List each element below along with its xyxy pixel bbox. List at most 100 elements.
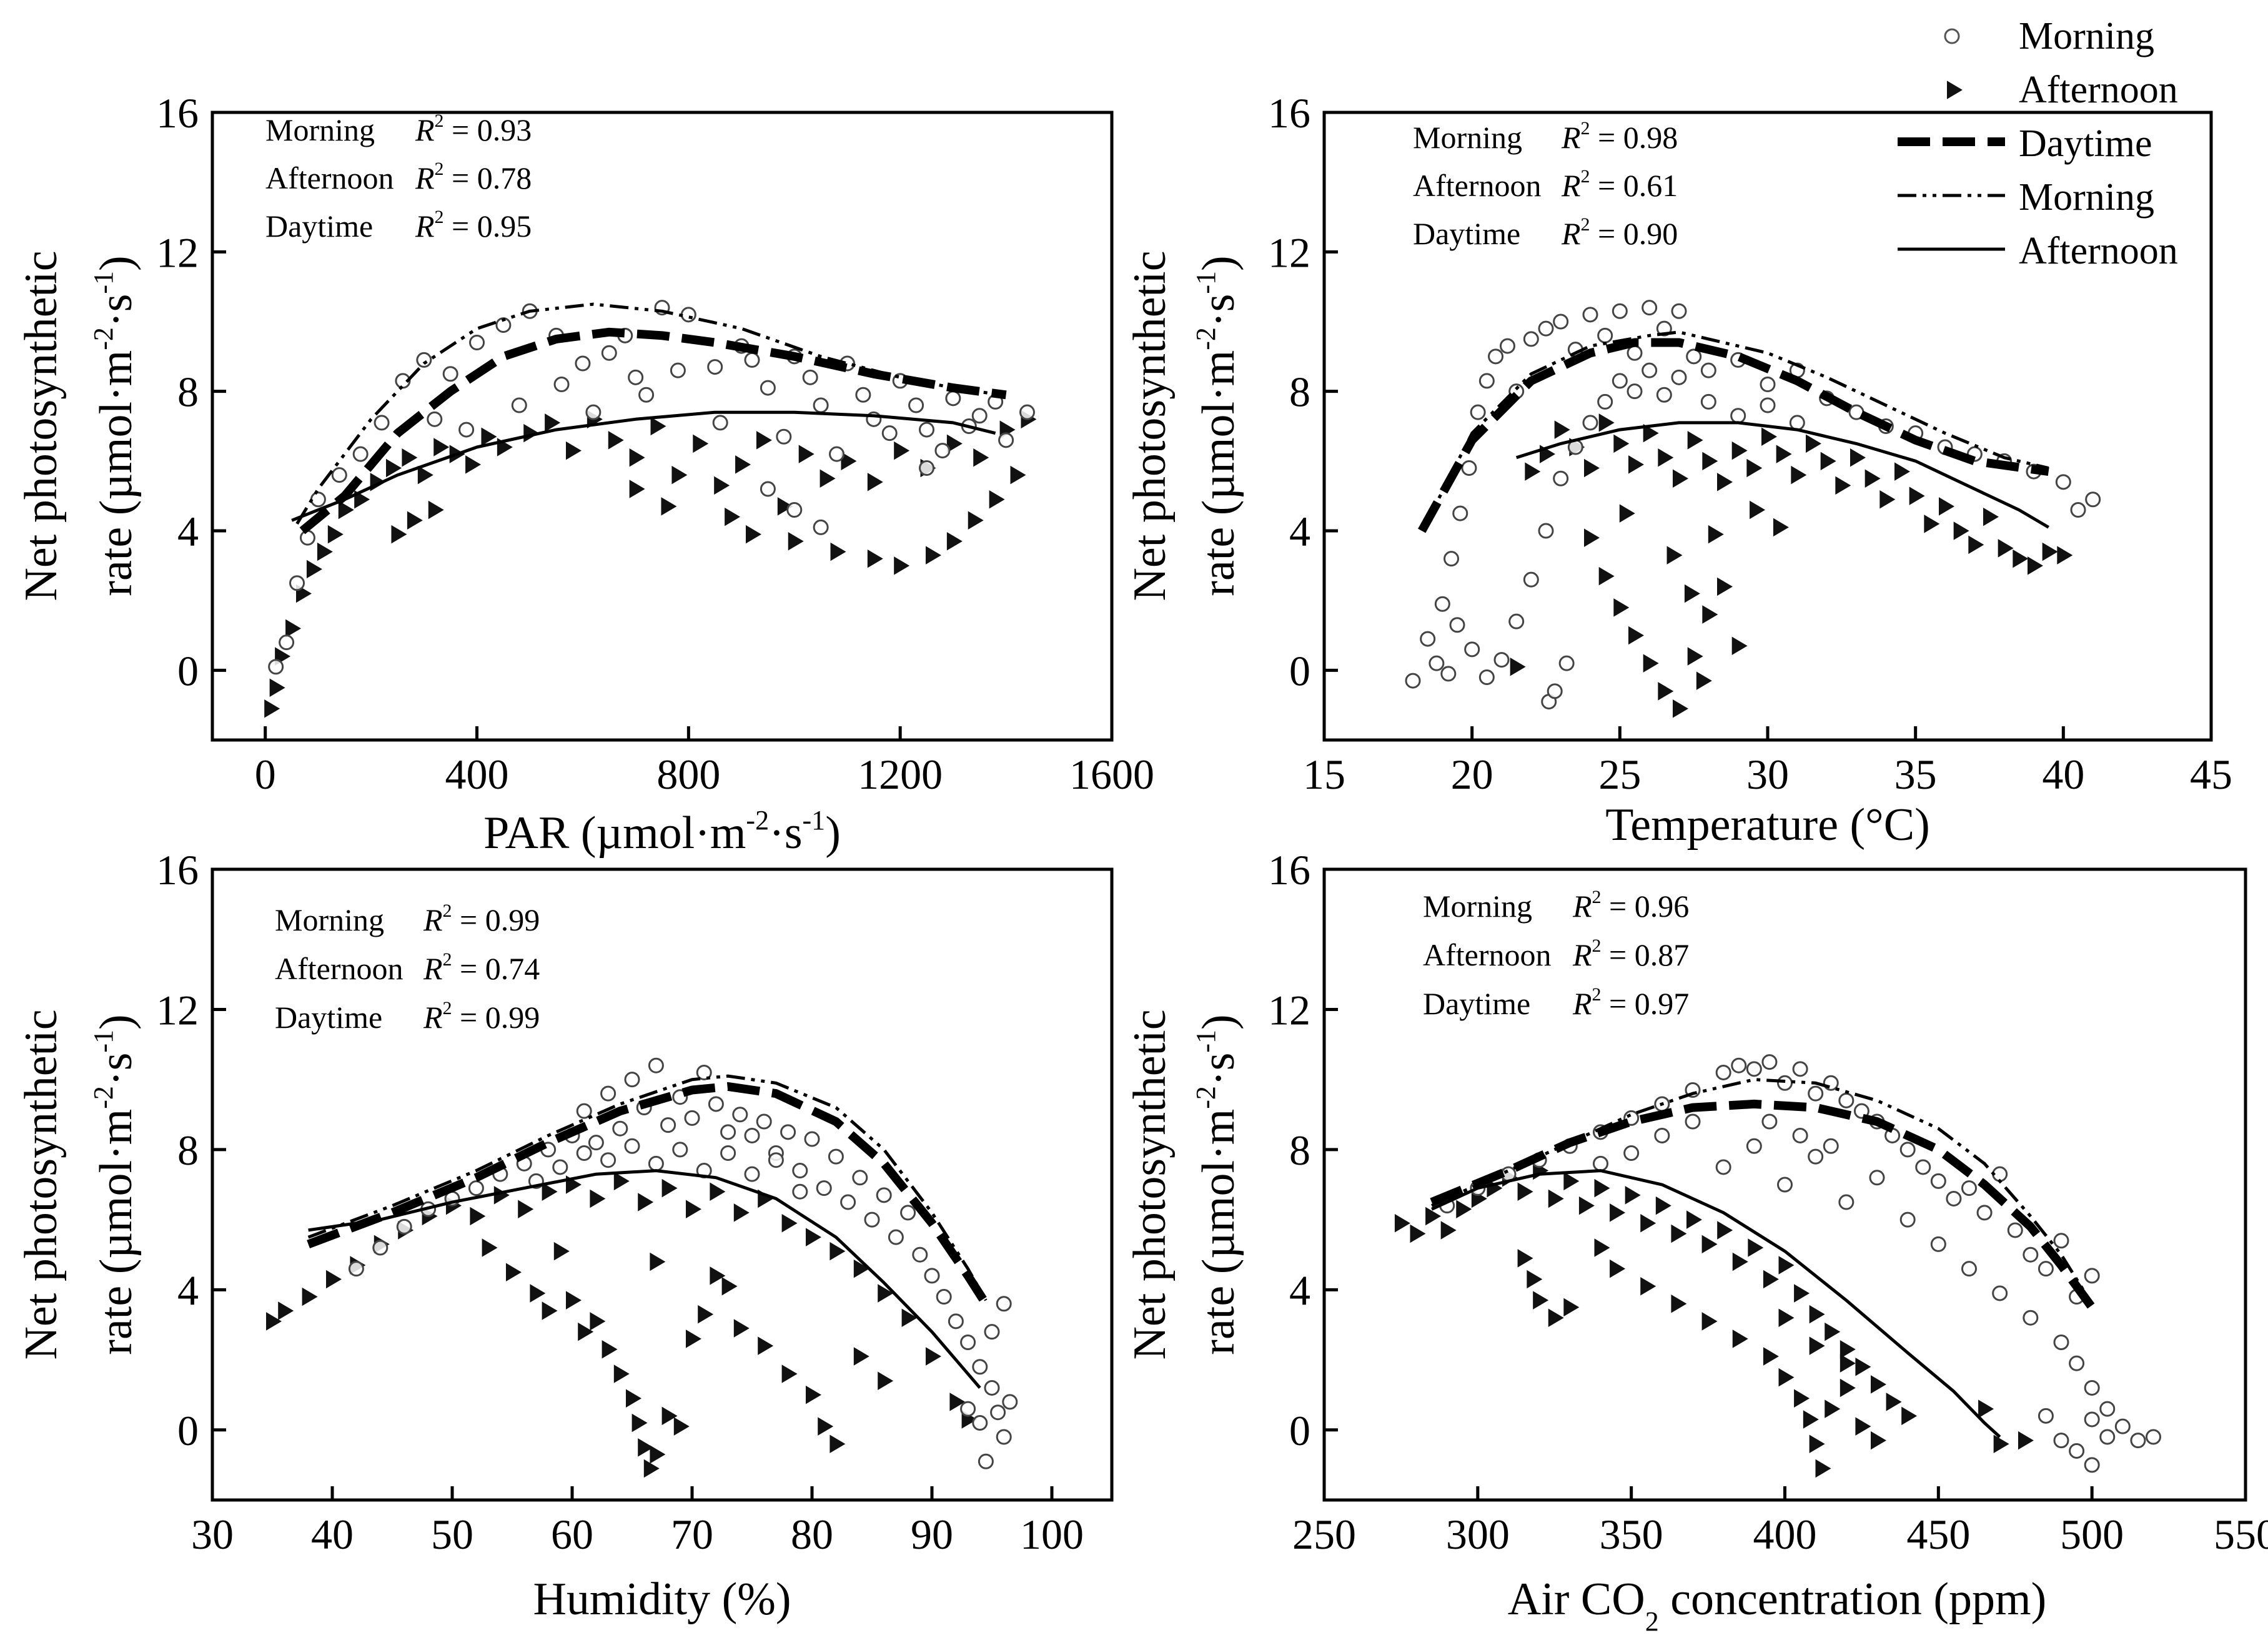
morning-point <box>612 1120 628 1137</box>
morning-point <box>1700 362 1716 378</box>
x-tick-label: 100 <box>1020 1511 1084 1558</box>
morning-point <box>672 1142 688 1158</box>
morning-point <box>331 467 347 483</box>
afternoon-point <box>1671 1295 1687 1313</box>
afternoon-point <box>1640 1213 1656 1233</box>
morning-point <box>1582 307 1598 323</box>
afternoon-point <box>1825 1322 1841 1341</box>
x-tick-label: 250 <box>1292 1511 1356 1558</box>
morning-point <box>1478 373 1495 389</box>
morning-point <box>2099 1429 2116 1445</box>
afternoon-point <box>1803 1410 1819 1429</box>
y-tick-label: 8 <box>177 1127 199 1174</box>
afternoon-point <box>1702 451 1718 471</box>
afternoon-point <box>1901 1406 1918 1426</box>
afternoon-point <box>1776 445 1792 463</box>
morning-point <box>660 1117 676 1133</box>
morning-point <box>600 1152 617 1168</box>
annotation-label: Daytime <box>275 1000 382 1035</box>
morning-point <box>1002 1394 1018 1410</box>
morning-point <box>588 1135 604 1151</box>
daytime-fit-curve <box>299 327 1007 535</box>
afternoon-point <box>1815 1459 1831 1478</box>
morning-point <box>1493 652 1510 668</box>
afternoon-point <box>1643 654 1659 673</box>
morning-point <box>576 1145 592 1161</box>
morning-point <box>813 519 829 535</box>
afternoon-point <box>602 1340 618 1359</box>
afternoon-point <box>638 1438 654 1457</box>
afternoon-point <box>1673 469 1688 488</box>
morning-point <box>919 422 935 438</box>
y-tick-label: 4 <box>177 508 199 555</box>
morning-point <box>948 1313 964 1330</box>
morning-point <box>919 460 935 476</box>
afternoon-point <box>1640 1276 1656 1296</box>
annotation-label: Morning <box>1423 889 1532 924</box>
morning-point <box>1429 655 1445 671</box>
afternoon-point <box>710 1266 726 1285</box>
r2-annotations: Morning R2 = 0.99 Afternoon R2 = 0.74 Da… <box>275 900 540 1035</box>
afternoon-point <box>506 1263 522 1282</box>
afternoon-point <box>829 1241 846 1261</box>
afternoon-point <box>1613 598 1630 617</box>
legend-entry-morning-marker: Morning <box>1944 15 2154 57</box>
morning-point <box>348 1261 364 1277</box>
morning-point <box>1434 596 1450 612</box>
morning-point <box>786 502 803 518</box>
morning-point <box>680 307 696 323</box>
x-tick-label: 1600 <box>1069 751 1154 798</box>
morning-point <box>1760 377 1776 392</box>
afternoon-point <box>1702 605 1718 624</box>
morning-point <box>1685 1113 1701 1130</box>
morning-point <box>2069 1443 2085 1459</box>
morning-point <box>696 1064 712 1080</box>
y-tick-label: 8 <box>1289 1127 1310 1174</box>
x-tick-label: 500 <box>2060 1511 2124 1558</box>
morning-point <box>2055 474 2071 490</box>
morning-point <box>601 345 617 361</box>
morning-point <box>1612 303 1628 319</box>
y-tick-label: 4 <box>177 1266 199 1314</box>
morning-point <box>888 1229 904 1245</box>
y-tick-label: 12 <box>156 986 199 1034</box>
x-tick-label: 550 <box>2214 1511 2268 1558</box>
afternoon-point <box>686 1200 701 1219</box>
r2-annotations: Morning R2 = 0.98 Afternoon R2 = 0.61 Da… <box>1413 118 1678 251</box>
afternoon-point <box>1871 1375 1886 1394</box>
afternoon-fit-curve <box>308 1169 981 1389</box>
afternoon-point <box>1658 682 1674 701</box>
afternoon-point <box>1671 1224 1687 1243</box>
afternoon-point <box>661 497 677 516</box>
afternoon-point <box>2057 546 2073 565</box>
morning-point <box>1715 1159 1731 1175</box>
morning-point <box>1761 1113 1778 1130</box>
morning-point <box>1499 338 1515 354</box>
morning-point <box>924 1268 940 1284</box>
x-tick-label: 25 <box>1598 751 1641 798</box>
morning-point <box>1671 369 1687 385</box>
annotation-r2: R2 = 0.87 <box>1572 935 1689 972</box>
x-tick-label: 70 <box>671 1511 713 1558</box>
afternoon-point <box>841 451 857 471</box>
afternoon-point <box>1894 462 1910 481</box>
afternoon-point <box>1563 1298 1580 1317</box>
afternoon-point <box>1761 427 1777 447</box>
afternoon-point <box>1924 515 1940 533</box>
afternoon-point <box>1820 451 1836 471</box>
afternoon-point <box>806 1228 821 1246</box>
x-axis-ticks: 0 400 800 1200 1600 <box>255 726 1154 798</box>
y-tick-label: 4 <box>1289 1266 1310 1314</box>
morning-point <box>2053 1335 2069 1350</box>
legend-label: Morning <box>2019 15 2154 57</box>
afternoon-point <box>1548 1308 1564 1327</box>
morning-point <box>1746 1138 1762 1154</box>
morning-point <box>1838 1194 1855 1210</box>
panel-co2: 250 300 350 400 450 500 550 0 4 8 12 16 Morning R2… <box>1124 846 2268 1637</box>
annotation-r2: R2 = 0.97 <box>1572 984 1689 1021</box>
x-tick-label: 60 <box>551 1511 593 1558</box>
afternoon-point <box>1748 1238 1764 1257</box>
legend-label: Afternoon <box>2019 230 2178 272</box>
afternoon-point <box>721 1276 738 1296</box>
